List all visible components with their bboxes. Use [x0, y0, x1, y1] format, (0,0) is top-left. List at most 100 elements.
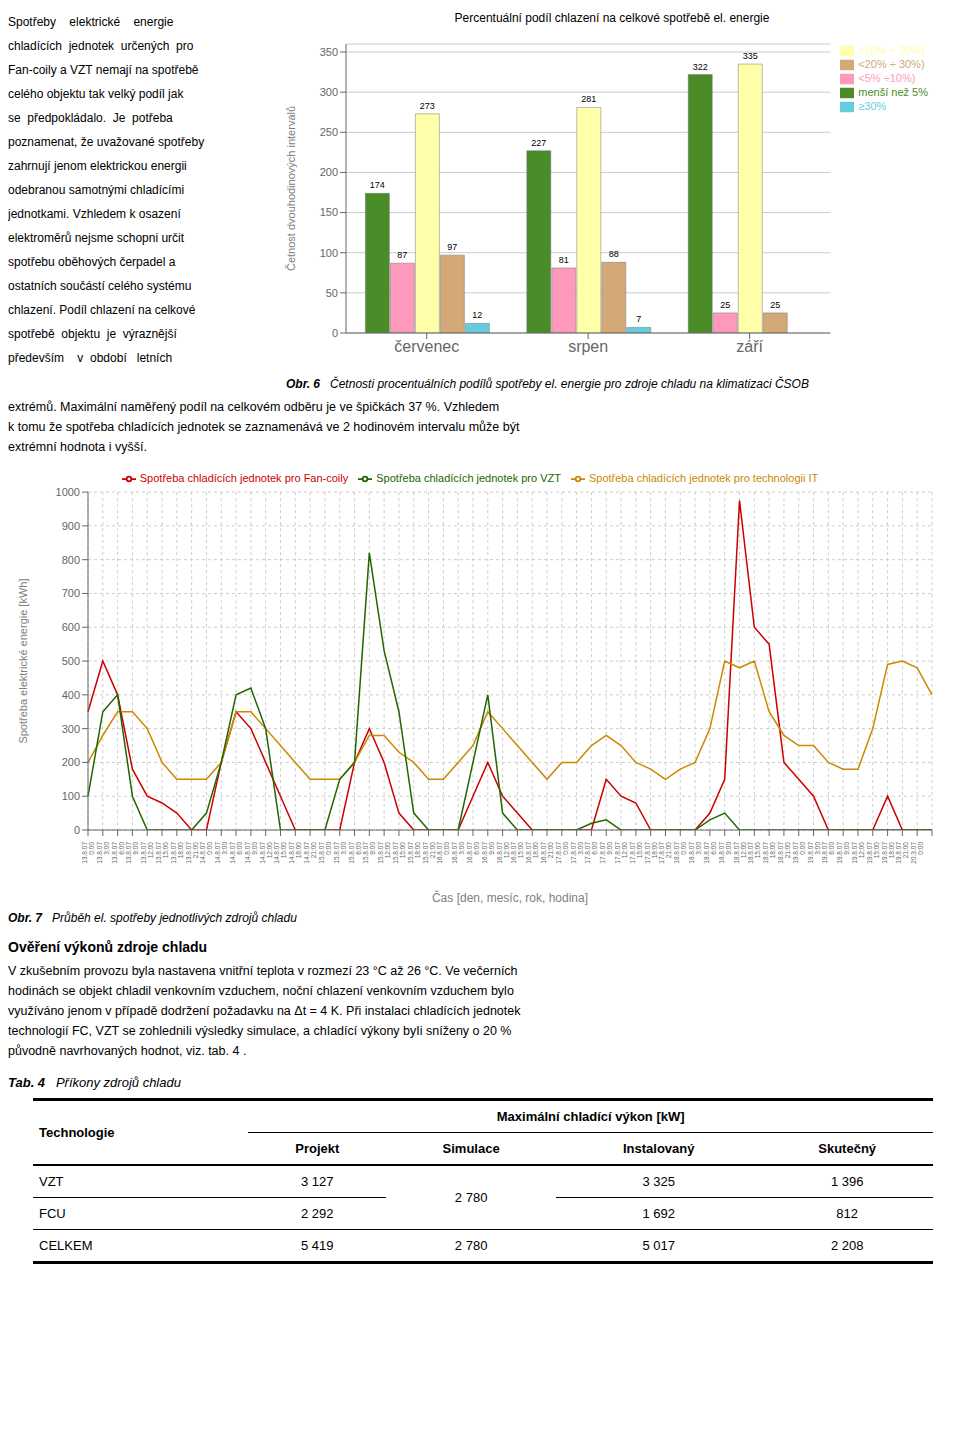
svg-text:16.8.076:00: 16.8.076:00: [466, 842, 480, 864]
svg-text:14.8.076:00: 14.8.076:00: [229, 842, 243, 864]
svg-text:17.8.076:00: 17.8.076:00: [584, 842, 598, 864]
svg-text:322: 322: [693, 62, 708, 72]
svg-text:18.8.070:00: 18.8.070:00: [673, 842, 687, 864]
svg-text:Čas [den, mesíc, rok, hodina]: Čas [den, mesíc, rok, hodina]: [432, 890, 588, 905]
html-text:Tab. 4: Tab. 4: [8, 1075, 46, 1090]
svg-text:227: 227: [531, 138, 546, 148]
svg-text:18.8.0712:00: 18.8.0712:00: [733, 842, 747, 864]
svg-text:700: 700: [62, 587, 80, 599]
svg-text:14.8.0721:00: 14.8.0721:00: [303, 842, 317, 864]
svg-text:16.8.073:00: 16.8.073:00: [451, 842, 465, 864]
svg-text:13.8.079:00: 13.8.079:00: [125, 842, 139, 864]
svg-text:19.8.0718:00: 19.8.0718:00: [881, 842, 895, 864]
svg-text:16.8.0718:00: 16.8.0718:00: [525, 842, 539, 864]
svg-text:17.8.0718:00: 17.8.0718:00: [644, 842, 658, 864]
svg-text:300: 300: [62, 723, 80, 735]
svg-text:87: 87: [397, 250, 407, 260]
svg-text:18.8.076:00: 18.8.076:00: [703, 842, 717, 864]
svg-text:150: 150: [320, 206, 338, 218]
svg-text:15.8.070:00: 15.8.070:00: [318, 842, 332, 864]
svg-text:97: 97: [447, 242, 457, 252]
svg-text:15.8.073:00: 15.8.073:00: [333, 842, 347, 864]
svg-text:88: 88: [609, 249, 619, 259]
svg-text:800: 800: [62, 554, 80, 566]
svg-text:14.8.0715:00: 14.8.0715:00: [273, 842, 287, 864]
svg-text:13.8.070:00: 13.8.070:00: [81, 842, 95, 864]
svg-text:16.8.0715:00: 16.8.0715:00: [510, 842, 524, 864]
svg-text:17.8.0712:00: 17.8.0712:00: [614, 842, 628, 864]
svg-text:300: 300: [320, 86, 338, 98]
svg-text:Spotřeba elektrické energie [k: Spotřeba elektrické energie [kWh]: [17, 579, 29, 744]
svg-text:350: 350: [320, 46, 338, 58]
svg-text:září: září: [736, 338, 763, 355]
svg-text:18.8.073:00: 18.8.073:00: [688, 842, 702, 864]
svg-text:100: 100: [320, 247, 338, 259]
svg-text:15.8.0721:00: 15.8.0721:00: [422, 842, 436, 864]
html-text:Příkony zdrojů chladu: Příkony zdrojů chladu: [55, 1075, 181, 1090]
svg-text:16.8.0721:00: 16.8.0721:00: [540, 842, 554, 864]
svg-text:25: 25: [720, 300, 730, 310]
svg-text:7: 7: [636, 314, 641, 324]
svg-text:19.8.079:00: 19.8.079:00: [836, 842, 850, 864]
svg-text:13.8.073:00: 13.8.073:00: [96, 842, 110, 864]
svg-text:13.8.0721:00: 13.8.0721:00: [185, 842, 199, 864]
svg-text:19.8.076:00: 19.8.076:00: [821, 842, 835, 864]
svg-text:200: 200: [320, 166, 338, 178]
svg-text:50: 50: [326, 287, 338, 299]
svg-text:0: 0: [74, 824, 80, 836]
svg-text:17.8.0721:00: 17.8.0721:00: [658, 842, 672, 864]
svg-text:16.8.079:00: 16.8.079:00: [481, 842, 495, 864]
svg-text:14.8.079:00: 14.8.079:00: [244, 842, 258, 864]
svg-text:250: 250: [320, 126, 338, 138]
svg-text:16.8.0712:00: 16.8.0712:00: [496, 842, 510, 864]
svg-text:13.8.0712:00: 13.8.0712:00: [140, 842, 154, 864]
svg-text:19.8.0721:00: 19.8.0721:00: [895, 842, 909, 864]
svg-text:15.8.0715:00: 15.8.0715:00: [392, 842, 406, 864]
svg-text:13.8.076:00: 13.8.076:00: [111, 842, 125, 864]
svg-text:červenec: červenec: [394, 338, 459, 355]
svg-text:18.8.0721:00: 18.8.0721:00: [777, 842, 791, 864]
svg-text:13.8.0718:00: 13.8.0718:00: [170, 842, 184, 864]
svg-text:19.8.070:00: 19.8.070:00: [792, 842, 806, 864]
svg-text:18.8.079:00: 18.8.079:00: [718, 842, 732, 864]
svg-text:200: 200: [62, 756, 80, 768]
svg-text:srpen: srpen: [568, 338, 608, 355]
svg-text:0: 0: [332, 327, 338, 339]
svg-text:15.8.079:00: 15.8.079:00: [362, 842, 376, 864]
html-text:Technologie: Technologie: [39, 1125, 115, 1140]
svg-text:281: 281: [581, 94, 596, 104]
svg-text:17.8.070:00: 17.8.070:00: [555, 842, 569, 864]
svg-text:15.8.0718:00: 15.8.0718:00: [407, 842, 421, 864]
svg-text:13.8.0715:00: 13.8.0715:00: [155, 842, 169, 864]
svg-text:100: 100: [62, 790, 80, 802]
svg-text:15.8.076:00: 15.8.076:00: [348, 842, 362, 864]
svg-text:19.8.073:00: 19.8.073:00: [807, 842, 821, 864]
svg-text:17.8.0715:00: 17.8.0715:00: [629, 842, 643, 864]
svg-text:18.8.0718:00: 18.8.0718:00: [762, 842, 776, 864]
html-text:Ověření výkonů zdroje chladu: Ověření výkonů zdroje chladu: [8, 939, 208, 955]
svg-text:335: 335: [743, 51, 758, 61]
svg-text:600: 600: [62, 621, 80, 633]
svg-text:273: 273: [420, 101, 435, 111]
svg-text:12: 12: [472, 310, 482, 320]
svg-text:500: 500: [62, 655, 80, 667]
svg-text:14.8.0718:00: 14.8.0718:00: [288, 842, 302, 864]
svg-text:15.8.0712:00: 15.8.0712:00: [377, 842, 391, 864]
svg-text:16.8.070:00: 16.8.070:00: [436, 842, 450, 864]
svg-text:25: 25: [770, 300, 780, 310]
svg-text:Četnost dvouhodinových interva: Četnost dvouhodinových intervalů: [285, 106, 297, 271]
svg-text:1000: 1000: [56, 486, 80, 498]
svg-text:20.3.070:00: 20.3.070:00: [910, 842, 924, 864]
svg-text:14.8.0712:00: 14.8.0712:00: [259, 842, 273, 864]
svg-text:900: 900: [62, 520, 80, 532]
svg-text:174: 174: [370, 180, 385, 190]
svg-text:400: 400: [62, 689, 80, 701]
svg-text:17.8.079:00: 17.8.079:00: [599, 842, 613, 864]
svg-text:14.8.070:00: 14.8.070:00: [199, 842, 213, 864]
svg-text:17.8.073:00: 17.8.073:00: [570, 842, 584, 864]
svg-text:14.8.073:00: 14.8.073:00: [214, 842, 228, 864]
svg-text:18.8.0715:00: 18.8.0715:00: [747, 842, 761, 864]
svg-text:81: 81: [559, 255, 569, 265]
svg-text:19.8.0712:00: 19.8.0712:00: [851, 842, 865, 864]
svg-text:19.8.0715:00: 19.8.0715:00: [866, 842, 880, 864]
